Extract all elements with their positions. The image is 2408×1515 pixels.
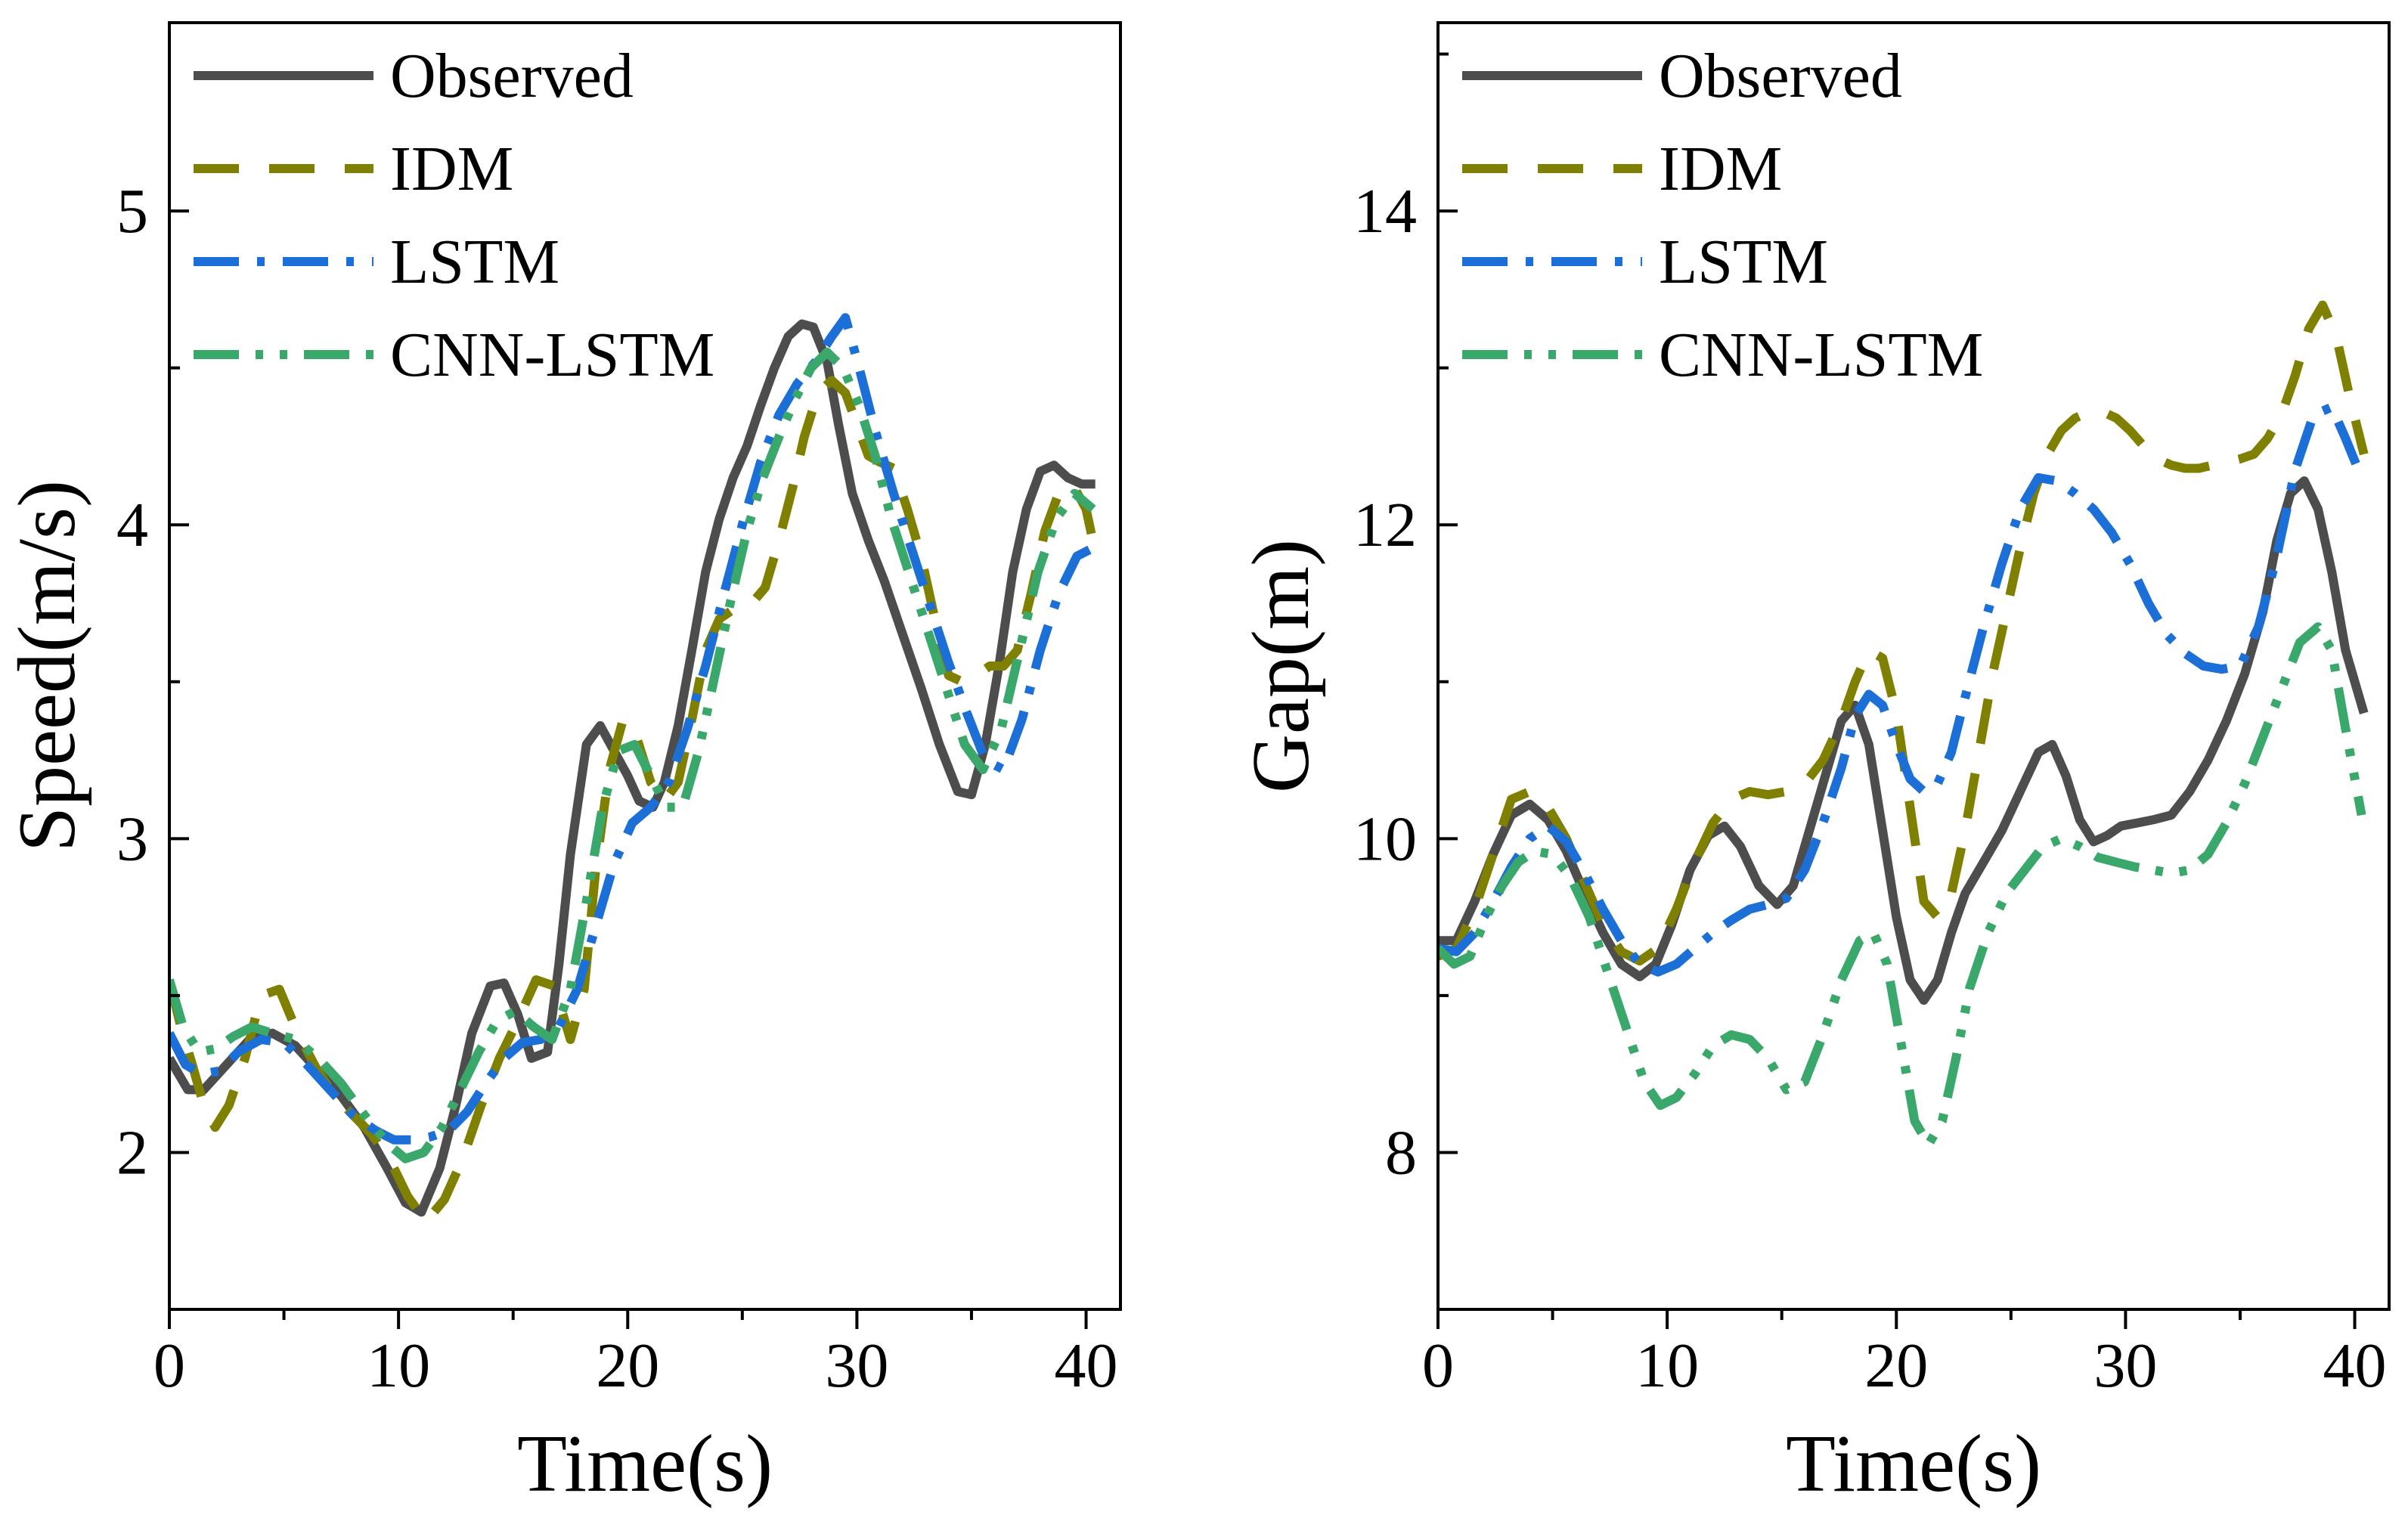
gap-x-tick-label: 40 [2323, 1331, 2387, 1401]
speed-x-tick-label: 40 [1055, 1331, 1118, 1401]
speed-y-tick-label: 3 [116, 804, 148, 874]
speed-panel: 0 10 20 30 40 2 3 4 5 Time(s) Speed(m/s) Observed ID… [2, 21, 1122, 1509]
speed-y-tick-label: 5 [116, 176, 148, 246]
gap-y-tick-label: 14 [1353, 176, 1417, 246]
gap-y-axis-title: Gap(m) [1236, 539, 1326, 793]
speed-line-observed [169, 319, 1096, 1217]
gap-line-idm [1438, 300, 2369, 966]
gap-legend: Observed IDM LSTM CNN-LSTM [1462, 41, 1983, 390]
speed-x-tick-label: 20 [596, 1331, 659, 1401]
speed-legend: Observed IDM LSTM CNN-LSTM [194, 41, 714, 390]
gap-series-group [1438, 300, 2369, 1150]
gap-x-tick-label: 20 [1864, 1331, 1928, 1401]
gap-line-lstm [1438, 402, 2366, 977]
speed-y-tick-label: 2 [116, 1117, 148, 1188]
gap-panel: 0 10 20 30 40 8 10 12 14 Time(s) Gap(m) Observed IDM… [1236, 21, 2391, 1509]
speed-x-tick-label: 30 [825, 1331, 888, 1401]
gap-y-tick-label: 12 [1353, 490, 1417, 560]
gap-x-tick-label: 30 [2093, 1331, 2157, 1401]
speed-line-cnn-lstm [169, 347, 1096, 1163]
gap-x-tick-label: 0 [1422, 1331, 1454, 1401]
gap-line-cnn-lstm [1438, 622, 2366, 1150]
speed-line-lstm [169, 313, 1098, 1145]
speed-y-axis-title: Speed(m/s) [2, 480, 92, 852]
speed-plot-frame [168, 21, 1122, 1311]
gap-y-tick-label: 10 [1353, 804, 1417, 874]
speed-legend-label: Observed [390, 41, 634, 111]
speed-y-tick-label: 4 [116, 490, 148, 560]
speed-legend-label: CNN-LSTM [390, 320, 714, 390]
gap-legend-label: LSTM [1659, 227, 1828, 297]
speed-legend-label: LSTM [390, 227, 559, 297]
gap-y-tick-label: 8 [1385, 1117, 1417, 1188]
speed-x-tick-label: 0 [153, 1331, 185, 1401]
speed-series-group [169, 313, 1102, 1226]
gap-legend-label: CNN-LSTM [1659, 320, 1983, 390]
speed-x-tick-label: 10 [367, 1331, 430, 1401]
gap-x-axis-title: Time(s) [1786, 1419, 2041, 1509]
gap-legend-label: Observed [1659, 41, 1902, 111]
speed-legend-label: IDM [390, 134, 513, 204]
gap-legend-label: IDM [1659, 134, 1782, 204]
gap-x-tick-label: 10 [1635, 1331, 1699, 1401]
speed-x-axis-title: Time(s) [517, 1419, 773, 1509]
gap-plot-frame [1436, 21, 2391, 1311]
gap-line-observed [1438, 476, 2369, 1005]
